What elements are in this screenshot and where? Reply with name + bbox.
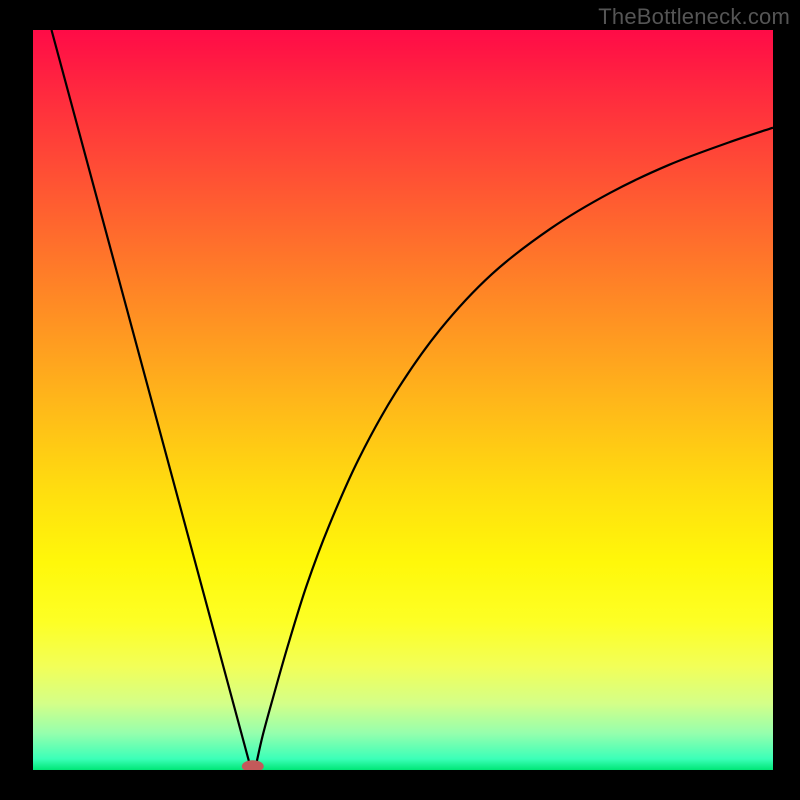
- chart-container: TheBottleneck.com: [0, 0, 800, 800]
- plot-background-gradient: [33, 30, 773, 770]
- bottleneck-chart: [0, 0, 800, 800]
- watermark-label: TheBottleneck.com: [598, 4, 790, 30]
